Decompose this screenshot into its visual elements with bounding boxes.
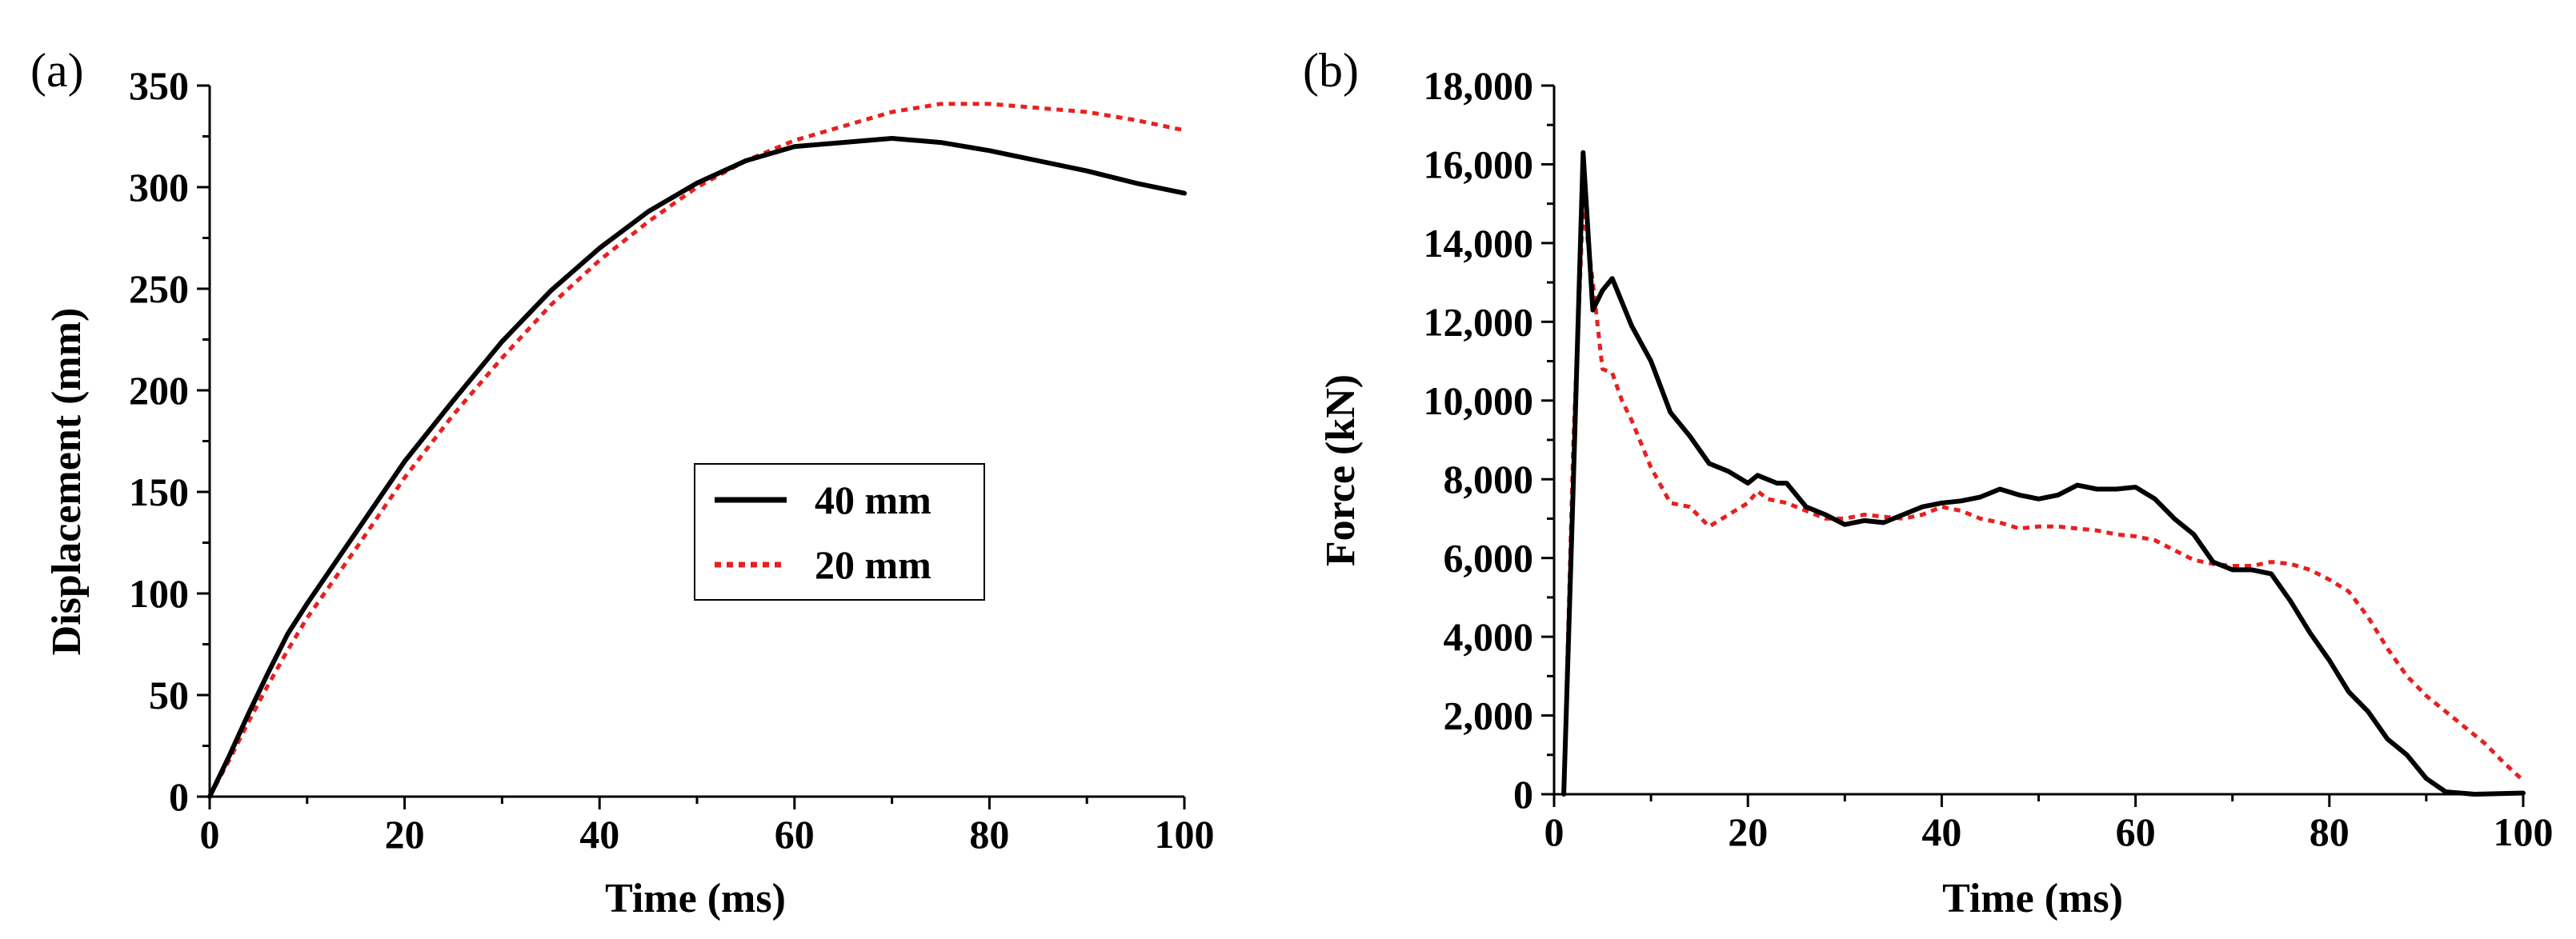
plot-area-b: 0 20 40 60 80 100 0 2,000 4,000 6,000 8,000 10,000 1…: [1424, 63, 2554, 854]
y-tick-label-b: 10,000: [1424, 378, 1534, 423]
legend: 40 mm 20 mm: [694, 463, 985, 601]
x-tick-label-b: 80: [2310, 809, 2350, 854]
x-tick-label-b: 20: [1728, 809, 1768, 854]
series-line-20-mm-a: [207, 102, 1185, 798]
y-axis-title-a: Displacement (mm): [44, 308, 90, 656]
y-tick-label-b: 6,000: [1444, 536, 1534, 581]
y-tick-label-b: 8,000: [1444, 457, 1534, 501]
legend-box: [694, 463, 985, 601]
panel-label-b: (b): [1303, 44, 1359, 97]
y-tick-label-b: 16,000: [1424, 142, 1534, 186]
y-tick-label-a: 0: [169, 774, 189, 819]
x-axis-title-b: Time (ms): [1942, 876, 2123, 921]
x-tick-label-a: 80: [969, 812, 1009, 857]
legend-label-40mm: 40 mm: [815, 477, 931, 522]
x-axis-title-a: Time (ms): [605, 876, 786, 921]
x-tick-label-a: 100: [1155, 812, 1215, 857]
y-tick-label-b: 4,000: [1444, 614, 1534, 659]
panel-b: (b) 0 20 40 60 80 100 0 2,000 4,000 6,000 8,000 10,…: [1303, 44, 2554, 921]
x-tick-label-a: 0: [200, 812, 220, 857]
y-tick-label-b: 2,000: [1444, 693, 1534, 738]
y-tick-label-b: 12,000: [1424, 299, 1534, 344]
y-axis-title-b: Force (kN): [1318, 374, 1364, 566]
x-tick-label-b: 0: [1544, 809, 1564, 854]
y-tick-label-a: 250: [129, 266, 189, 311]
x-tick-label-a: 20: [385, 812, 425, 857]
y-tick-label-a: 350: [129, 63, 189, 108]
panel-a: (a) 0 20 40 60 80 100 0 50 100 150 200 250 300 350 40…: [30, 44, 1215, 921]
y-tick-label-b: 0: [1513, 772, 1533, 817]
y-tick-label-a: 100: [129, 571, 189, 616]
x-tick-label-b: 60: [2116, 809, 2156, 854]
y-tick-label-a: 150: [129, 470, 189, 514]
plot-area-a: 0 20 40 60 80 100 0 50 100 150 200 250 300 350: [129, 63, 1215, 857]
series-line-40-mm-b: [1561, 150, 2526, 797]
x-tick-label-a: 40: [579, 812, 619, 857]
y-tick-label-b: 18,000: [1424, 63, 1534, 108]
y-tick-label-a: 50: [149, 673, 189, 717]
x-tick-label-b: 100: [2494, 809, 2554, 854]
y-tick-label-a: 300: [129, 165, 189, 210]
y-tick-label-a: 200: [129, 368, 189, 413]
x-tick-label-a: 60: [775, 812, 815, 857]
y-tick-label-b: 14,000: [1424, 221, 1534, 266]
x-tick-label-b: 40: [1921, 809, 1961, 854]
series-line-40-mm-a: [207, 136, 1187, 799]
panel-label-a: (a): [30, 44, 84, 97]
series-line-20-mm-b: [1561, 202, 2525, 795]
legend-label-20mm: 20 mm: [815, 542, 931, 587]
